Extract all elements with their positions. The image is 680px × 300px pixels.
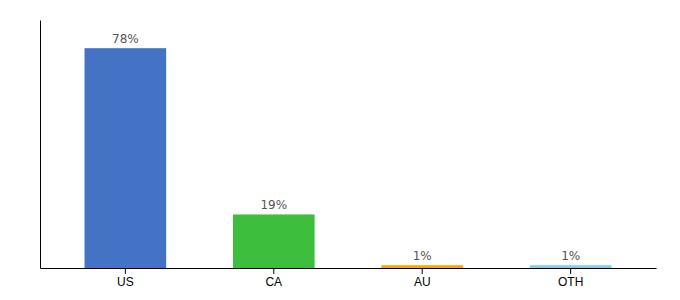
x-tick-label: OTH [558, 275, 583, 289]
data-label: 1% [413, 249, 432, 263]
data-label: 78% [112, 32, 139, 46]
y-axis [40, 21, 41, 269]
bar [85, 48, 167, 268]
x-tick-mark [125, 268, 126, 274]
x-axis-line [41, 268, 657, 269]
x-tick-label: US [117, 275, 134, 289]
x-axis: US CA AU OTH [41, 268, 657, 289]
chart: US CA AU OTH 78% 19% 1% 1% [0, 0, 680, 300]
bar [381, 265, 463, 268]
bar [233, 214, 315, 268]
y-axis-line [40, 21, 41, 269]
data-label: 1% [561, 249, 580, 263]
x-tick-mark [273, 268, 274, 274]
data-labels: 78% 19% 1% 1% [112, 32, 580, 263]
x-tick: CA [265, 268, 282, 289]
x-tick-label: CA [265, 275, 282, 289]
x-tick-mark [422, 268, 423, 274]
x-tick: AU [414, 268, 431, 289]
bar [530, 265, 612, 268]
plot: US CA AU OTH 78% 19% 1% 1% [41, 21, 657, 289]
x-tick: OTH [558, 268, 583, 289]
bars [85, 48, 612, 268]
x-tick: US [117, 268, 134, 289]
x-tick-label: AU [414, 275, 431, 289]
data-label: 19% [260, 198, 287, 212]
x-tick-mark [570, 268, 571, 274]
